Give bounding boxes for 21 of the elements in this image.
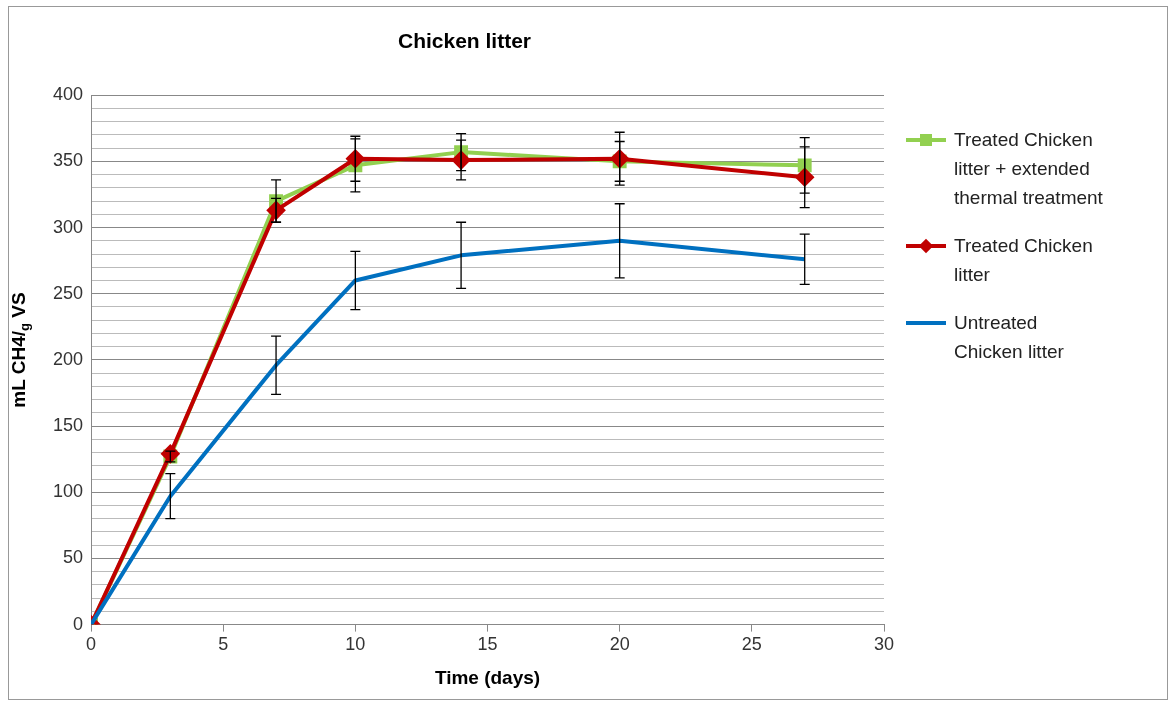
x-tick-label: 20 [609,634,630,655]
y-tick-label: 0 [73,613,84,634]
y-tick-label: 100 [52,481,84,502]
y-tick-label: 150 [52,415,84,436]
x-tick-label: 30 [873,634,895,655]
y-tick-label: 50 [63,547,84,568]
y-tick-label: 250 [52,282,84,303]
x-tick-label: 25 [741,634,762,655]
x-tick-label: 10 [345,634,366,655]
x-tick-label: 0 [86,634,97,655]
legend-label: Untreated Chicken litter [954,311,1065,364]
legend-label: Treated Chicken litter + extended thermal treatment [954,128,1104,210]
y-tick-label: 400 [52,84,84,105]
x-tick-label: 5 [218,634,229,655]
legend-label: Treated Chicken litter [954,234,1094,287]
y-tick-label: 200 [52,348,84,369]
x-tick-label: 15 [477,634,498,655]
y-tick-label: 350 [52,150,84,171]
x-axis-title: Time (days) [434,666,541,688]
y-tick-label: 300 [52,216,84,237]
chart-title: Chicken litter [397,29,532,53]
